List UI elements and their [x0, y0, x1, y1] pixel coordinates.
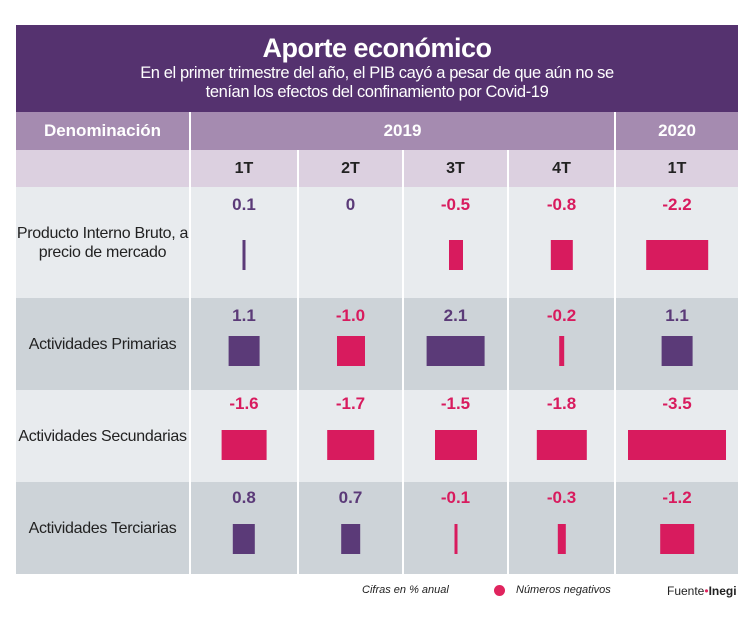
value-label: -2.2 — [662, 195, 692, 214]
table-row: Producto Interno Bruto, a precio de merc… — [16, 187, 739, 298]
negative-legend-label: Números negativos — [516, 584, 611, 596]
quarter-header: 4T — [506, 150, 616, 187]
quarter-header: 2T — [297, 150, 403, 187]
table-row: Actividades Primarias 1.1 -1.0 2.1 -0.2 1.1 — [16, 298, 739, 390]
positive-bar — [232, 524, 256, 554]
value-cell: 0.1 — [189, 187, 298, 298]
chart-title: Aporte económico — [262, 33, 492, 63]
negative-bar — [550, 240, 573, 270]
quarter-header: 3T — [402, 150, 508, 187]
value-label: -1.0 — [335, 306, 366, 325]
value-label: 1.1 — [232, 306, 256, 325]
header-year-2020: 2020 — [614, 112, 739, 150]
row-label: Actividades Terciarias — [16, 482, 190, 574]
negative-bar — [558, 336, 565, 366]
value-cell: -0.2 — [506, 298, 616, 390]
header-denominacion: Denominación — [16, 112, 190, 150]
value-label: -1.7 — [335, 394, 366, 413]
negative-bar — [326, 430, 375, 460]
value-label: -0.2 — [546, 306, 577, 325]
negative-bar — [536, 430, 587, 460]
value-label: -0.1 — [440, 488, 471, 507]
header-blank — [16, 150, 190, 187]
positive-bar — [340, 524, 361, 554]
value-cell: 1.1 — [189, 298, 298, 390]
table-row: Actividades Secundarias -1.6 -1.7 -1.5 -1.8 -… — [16, 390, 739, 482]
value-label: 2.1 — [443, 306, 468, 325]
negative-bar — [221, 430, 267, 460]
value-cell: -0.8 — [506, 187, 616, 298]
value-label: 0.7 — [338, 488, 363, 507]
positive-bar — [426, 336, 485, 366]
infographic: Aporte económico En el primer trimestre … — [16, 25, 739, 574]
value-label: -0.3 — [546, 488, 577, 507]
units-note: Cifras en % anual — [362, 584, 449, 596]
negative-bar — [434, 430, 477, 460]
row-label: Actividades Primarias — [16, 298, 190, 390]
negative-bar — [660, 524, 694, 554]
value-label: -0.5 — [440, 195, 471, 214]
value-cell: 2.1 — [402, 298, 508, 390]
value-cell: -3.5 — [614, 390, 739, 482]
positive-bar — [228, 336, 260, 366]
value-cell: -2.2 — [614, 187, 739, 298]
positive-bar — [661, 336, 693, 366]
value-cell: -1.6 — [189, 390, 298, 482]
source: Fuente•Inegi — [667, 584, 737, 598]
value-label: -1.8 — [546, 394, 577, 413]
value-label: -1.2 — [662, 488, 692, 507]
row-label: Actividades Secundarias — [16, 390, 190, 482]
header-year-2019: 2019 — [188, 112, 616, 150]
value-label: 0 — [345, 195, 356, 214]
negative-bar — [557, 524, 566, 554]
value-label: -1.6 — [229, 394, 259, 413]
title-band: Aporte económico En el primer trimestre … — [16, 25, 738, 112]
value-label: 0.1 — [232, 195, 256, 214]
data-table: Denominación 2019 2020 1T 2T 3T 4T 1T Pr… — [16, 112, 739, 574]
table-row: Actividades Terciarias 0.8 0.7 -0.1 -0.3 -1.2 — [16, 482, 739, 574]
value-label: -0.8 — [546, 195, 577, 214]
negative-bar — [454, 524, 457, 554]
value-cell: -1.8 — [506, 390, 616, 482]
value-cell: -1.7 — [297, 390, 403, 482]
value-label: 1.1 — [665, 306, 689, 325]
negative-legend-dot — [494, 585, 505, 596]
value-label: -1.5 — [440, 394, 471, 413]
value-cell: -0.3 — [506, 482, 616, 574]
value-cell: -1.5 — [402, 390, 508, 482]
positive-bar — [242, 240, 246, 270]
negative-bar — [646, 240, 708, 270]
chart-subtitle: En el primer trimestre del año, el PIB c… — [140, 64, 614, 101]
value-cell: 0 — [297, 187, 403, 298]
value-cell: 1.1 — [614, 298, 739, 390]
value-cell: -0.5 — [402, 187, 508, 298]
value-cell: 0.8 — [189, 482, 298, 574]
row-label: Producto Interno Bruto, a precio de merc… — [16, 187, 190, 298]
value-cell: -1.0 — [297, 298, 403, 390]
source-prefix: Fuente — [667, 584, 705, 598]
quarter-header: 1T — [189, 150, 298, 187]
value-cell: -1.2 — [614, 482, 739, 574]
value-label: 0.8 — [232, 488, 256, 507]
value-label: -3.5 — [662, 394, 692, 413]
value-cell: 0.7 — [297, 482, 403, 574]
quarter-header: 1T — [614, 150, 739, 187]
negative-bar — [336, 336, 365, 366]
negative-bar — [448, 240, 463, 270]
negative-bar — [628, 430, 727, 460]
value-cell: -0.1 — [402, 482, 508, 574]
source-name: Inegi — [708, 584, 737, 598]
